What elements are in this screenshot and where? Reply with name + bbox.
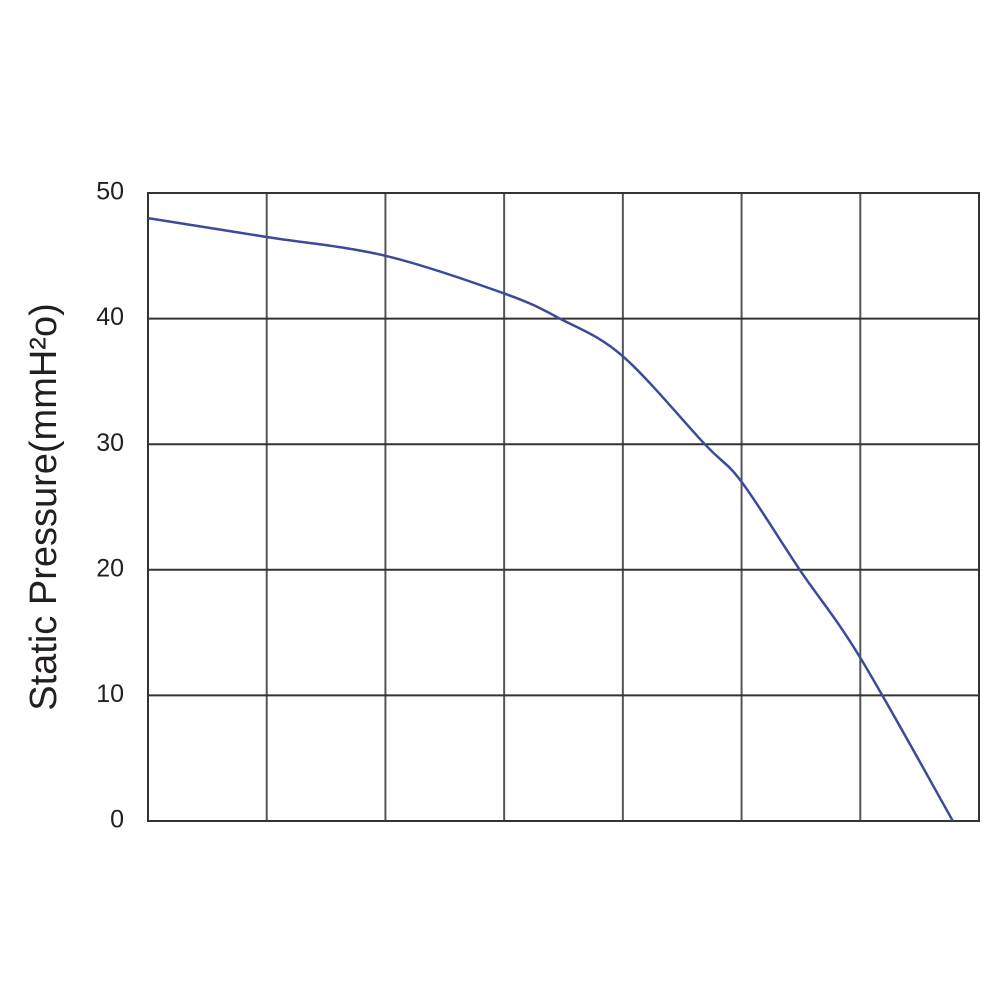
y-axis-label: Static Pressure(mmH²o) [23, 303, 65, 711]
y-tick-label: 30 [96, 429, 124, 457]
y-tick-label: 0 [110, 806, 124, 834]
line-series [147, 216, 954, 822]
y-tick-label: 50 [96, 178, 124, 206]
plot-frame [147, 192, 980, 822]
y-tick-label: 40 [96, 303, 124, 331]
y-tick-label: 10 [96, 680, 124, 708]
y-tick-label: 20 [96, 554, 124, 582]
